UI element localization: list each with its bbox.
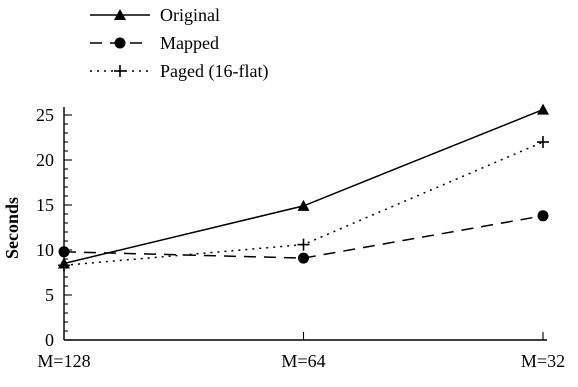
series-line — [63, 215, 544, 259]
legend-label: Original — [160, 5, 220, 25]
data-point — [537, 210, 549, 222]
x-tick-label: M=128 — [37, 351, 90, 371]
series-layer — [58, 103, 549, 272]
legend-marker — [114, 37, 126, 49]
data-point — [297, 238, 310, 251]
data-point — [537, 103, 549, 115]
data-point — [537, 136, 549, 148]
legend-label: Mapped — [160, 33, 219, 53]
data-point — [58, 246, 70, 258]
data-point — [297, 199, 310, 211]
legend-entry: Paged (16-flat) — [90, 61, 268, 82]
data-point — [298, 252, 309, 264]
x-tick-label: M=32 — [521, 351, 565, 371]
legend-entry: Mapped — [90, 33, 219, 53]
y-tick-label: 0 — [45, 330, 54, 350]
legend-entry: Original — [90, 5, 220, 25]
y-tick-label: 10 — [36, 240, 54, 260]
legend: Original Mapped Paged (16-flat) — [90, 5, 268, 82]
series-plus — [58, 136, 549, 272]
legend-marker — [114, 9, 126, 20]
axes: 0 5 10 15 20 25 M=128 M=64 M=32 — [36, 105, 565, 371]
series-line — [63, 141, 544, 267]
series-circle — [58, 210, 549, 264]
data-point — [58, 259, 70, 272]
y-tick-label: 25 — [36, 105, 54, 125]
legend-label: Paged (16-flat) — [160, 61, 268, 82]
y-axis-title: Seconds — [2, 197, 22, 259]
y-tick-label: 15 — [36, 195, 54, 215]
y-tick-label: 5 — [45, 285, 54, 305]
legend-marker — [114, 65, 126, 77]
x-tick-label: M=64 — [281, 351, 325, 371]
y-tick-label: 20 — [36, 150, 54, 170]
